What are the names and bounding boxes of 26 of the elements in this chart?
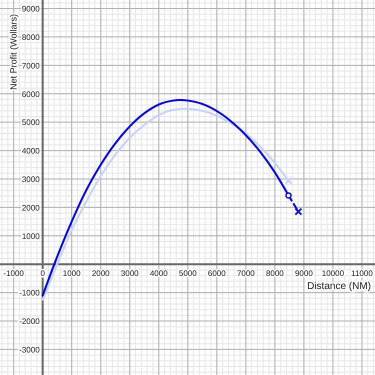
x-tick-label: 8000 [266,269,284,278]
y-tick-label: 6000 [22,90,40,99]
x-tick-label: 2000 [92,269,110,278]
y-tick-label: 8000 [22,32,40,42]
x-tick-label: 11000 [351,269,374,278]
x-tick-label: 6000 [208,269,226,278]
y-tick-label: 3000 [22,174,40,184]
y-tick-label: 1000 [22,232,40,241]
y-tick-label: 4000 [22,146,40,156]
x-tick-label: 5000 [178,269,198,278]
y-tick-label: 7000 [22,61,40,70]
x-tick-label: 7000 [236,269,256,278]
y-tick-label: -2000 [19,317,40,326]
x-tick-label: -1000 [3,269,24,278]
x-axis-title: Distance (NM) [307,281,371,292]
x-tick-label: 4000 [150,269,168,278]
x-tick-label: 9000 [294,269,314,278]
x-tick-label: 3000 [120,269,140,278]
y-tick-label: -3000 [19,345,40,354]
x-tick-label: 10000 [322,269,345,278]
y-tick-label: 2000 [22,203,40,212]
y-axis-title: Net Profit (Wollars) [8,14,19,90]
y-tick-label: 5000 [22,118,40,128]
x-tick-label: 1000 [62,269,82,278]
y-tick-label: 9000 [22,4,40,14]
y-tick-label: -1000 [19,288,40,298]
